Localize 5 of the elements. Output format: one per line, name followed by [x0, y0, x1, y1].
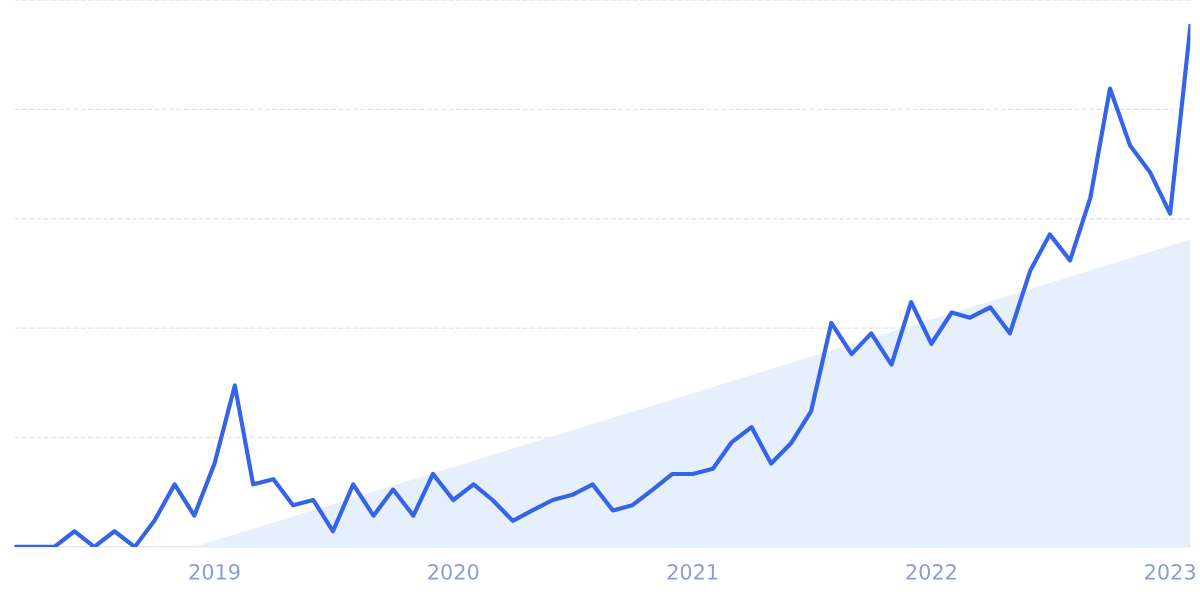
- x-tick-label: 2022: [906, 563, 956, 580]
- x-tick-label: 2023: [1145, 563, 1195, 580]
- x-tick-label: 2019: [189, 563, 240, 580]
- x-tick-label: 2020: [428, 563, 479, 580]
- x-tick-label: 2021: [667, 563, 718, 580]
